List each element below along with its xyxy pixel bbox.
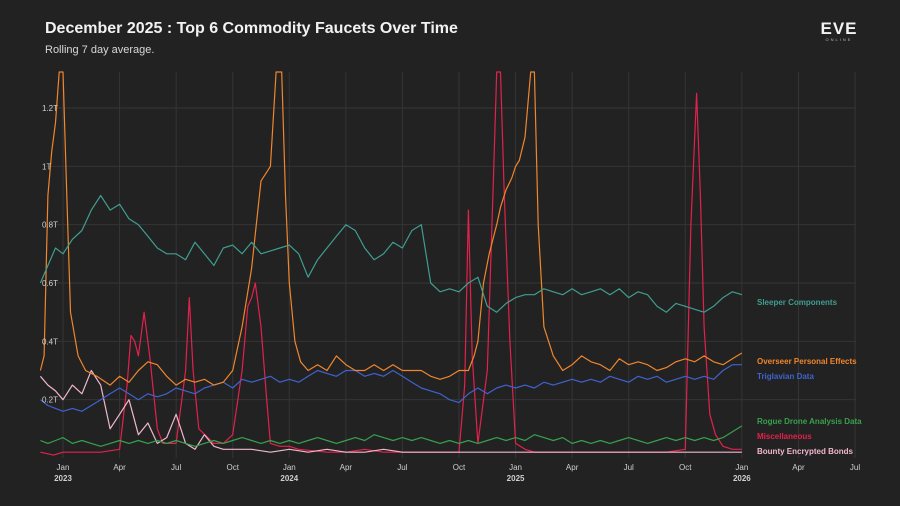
y-tick-label: 0.8T	[42, 221, 58, 230]
logo-main-text: EVE	[820, 19, 858, 38]
legend-label-miscellaneous: Miscellaneous	[757, 432, 812, 441]
y-tick-label: 1.2T	[42, 104, 58, 113]
series-line-sleeper-components	[39, 194, 743, 313]
x-tick-year: 2026	[733, 474, 751, 483]
chart-subtitle: Rolling 7 day average.	[45, 44, 155, 56]
eve-online-logo: EVE ONLINE	[812, 20, 866, 43]
y-tick-label: 0.6T	[42, 279, 58, 288]
x-tick-label: Jul	[171, 463, 181, 472]
series-line-overseer-personal-effects	[39, 71, 743, 386]
series-line-miscellaneous	[40, 71, 742, 456]
x-tick-year: 2025	[507, 474, 525, 483]
x-tick-label: Apr	[113, 463, 126, 472]
x-tick-label: Jan	[735, 463, 748, 472]
x-tick-label: Oct	[226, 463, 239, 472]
x-tick-label: Apr	[566, 463, 579, 472]
x-tick-year: 2024	[280, 474, 298, 483]
x-tick-label: Jan	[57, 463, 70, 472]
series-line-rogue-drone-analysis-data	[40, 425, 743, 447]
legend: Sleeper Components Overseer Personal Effe…	[757, 298, 862, 456]
x-tick-label: Jul	[850, 463, 860, 472]
series-line-bounty-encrypted-bonds	[39, 369, 742, 453]
series-line-triglavian-data	[40, 364, 742, 412]
x-tick-label: Jan	[509, 463, 522, 472]
x-tick-label: Apr	[340, 463, 353, 472]
y-tick-label: 1T	[42, 162, 51, 171]
x-tick-label: Jan	[283, 463, 296, 472]
y-tick-label: 0.2T	[42, 396, 58, 405]
x-tick-label: Jul	[624, 463, 634, 472]
y-axis-ticks: 0.2T 0.4T 0.6T 0.8T 1T 1.2T	[42, 104, 58, 405]
legend-label-overseer-personal-effects: Overseer Personal Effects	[757, 357, 857, 366]
series-lines	[39, 71, 743, 456]
x-tick-label: Apr	[792, 463, 805, 472]
x-tick-label: Oct	[679, 463, 692, 472]
chart-title: December 2025 : Top 6 Commodity Faucets …	[45, 20, 458, 37]
x-tick-year: 2023	[54, 474, 72, 483]
x-tick-label: Jul	[397, 463, 407, 472]
legend-label-bounty-encrypted-bonds: Bounty Encrypted Bonds	[757, 447, 854, 456]
y-tick-label: 0.4T	[42, 337, 58, 346]
legend-label-rogue-drone-analysis-data: Rogue Drone Analysis Data	[757, 417, 862, 426]
legend-label-triglavian-data: Triglavian Data	[757, 372, 814, 381]
legend-label-sleeper-components: Sleeper Components	[757, 298, 838, 307]
grid-lines	[45, 72, 856, 458]
x-axis-ticks: Jan 2023 Apr Jul Oct Jan 2024 Apr Jul Oct Jan 2025 A…	[54, 463, 860, 483]
x-tick-label: Oct	[453, 463, 466, 472]
logo-sub-text: ONLINE	[825, 37, 853, 42]
